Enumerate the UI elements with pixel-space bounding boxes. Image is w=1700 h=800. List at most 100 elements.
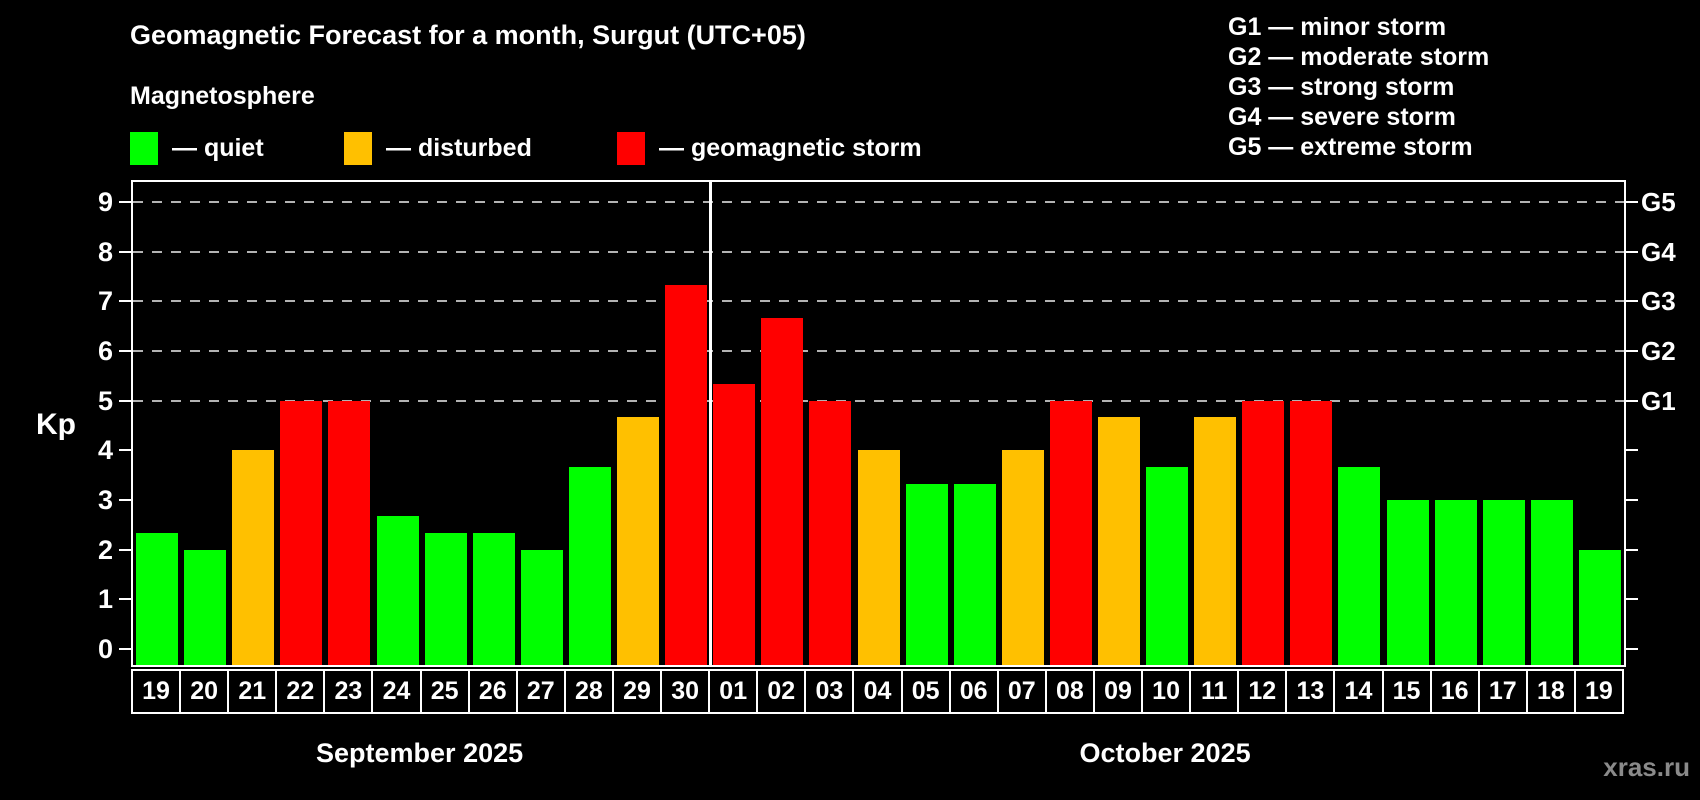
kp-bar-day-02 [761, 317, 804, 665]
legend-label-disturbed: — disturbed [386, 134, 532, 162]
right-axis-tick-5 [1626, 399, 1638, 402]
kp-bar-day-22 [280, 400, 323, 665]
left-axis-tick-7 [119, 300, 131, 303]
right-axis-tick-4 [1626, 449, 1638, 452]
date-cell-13: 13 [1285, 669, 1336, 714]
gridline-kp6 [133, 349, 1624, 352]
g5-legend-line: G5 — extreme storm [1228, 133, 1473, 161]
y-tick-label-0: 0 [97, 634, 113, 664]
date-cell-10: 10 [1141, 669, 1192, 714]
g-label-G4: G4 [1641, 236, 1676, 267]
y-tick-label-6: 6 [97, 335, 113, 366]
g-label-G1: G1 [1641, 385, 1676, 416]
g3-legend-line: G3 — strong storm [1228, 73, 1455, 101]
month-separator-line [708, 182, 712, 665]
date-cell-05: 05 [900, 669, 951, 714]
kp-bar-day-27 [520, 549, 563, 665]
kp-bar-day-04 [857, 450, 900, 665]
kp-bar-day-07 [1001, 450, 1044, 665]
date-cell-12: 12 [1237, 669, 1288, 714]
date-cell-01: 01 [708, 669, 759, 714]
gridline-kp7 [133, 300, 1624, 303]
date-cell-30: 30 [660, 669, 711, 714]
date-cell-15: 15 [1381, 669, 1432, 714]
right-axis-tick-3 [1626, 498, 1638, 501]
legend-label-quiet: — quiet [172, 134, 264, 162]
date-cell-29: 29 [611, 669, 663, 714]
g-label-G3: G3 [1641, 286, 1676, 317]
date-cell-22: 22 [275, 669, 326, 714]
kp-bar-day-08 [1049, 400, 1092, 665]
left-axis-tick-2 [119, 548, 131, 551]
right-axis-tick-8 [1626, 250, 1638, 253]
gridline-kp8 [133, 250, 1624, 253]
g2-legend-line: G2 — moderate storm [1228, 43, 1490, 71]
legend-item-quiet: — quiet [130, 132, 264, 165]
date-axis-row: 19 20 21 22 23 24 25 26 27 28 29 30 01 02 03 04 05 06 07 08… [131, 669, 1626, 714]
kp-bar-day-20 [184, 549, 227, 665]
kp-bar-chart-plot-area [131, 180, 1626, 667]
kp-bar-day-16 [1434, 500, 1477, 665]
g1-legend-line: G1 — minor storm [1228, 13, 1447, 41]
date-cell-28: 28 [563, 669, 614, 714]
date-cell-18: 18 [1525, 669, 1576, 714]
date-cell-16: 16 [1429, 669, 1480, 714]
left-axis-tick-1 [119, 598, 131, 601]
left-axis-tick-4 [119, 449, 131, 452]
date-cell-07: 07 [996, 669, 1047, 714]
date-cell-19: 19 [131, 669, 182, 714]
kp-bar-day-25 [424, 533, 467, 665]
date-cell-06: 06 [948, 669, 999, 714]
right-axis-tick-6 [1626, 349, 1638, 352]
disturbed-color-swatch [344, 132, 372, 165]
kp-bar-day-18 [1530, 500, 1573, 665]
right-axis-tick-7 [1626, 300, 1638, 303]
kp-bar-day-13 [1290, 400, 1333, 665]
right-axis-tick-0 [1626, 648, 1638, 650]
date-cell-26: 26 [467, 669, 518, 714]
kp-bar-day-01 [713, 384, 756, 665]
g-label-G2: G2 [1641, 335, 1676, 366]
month-label-october: October 2025 [1079, 738, 1251, 768]
xras-watermark: xras.ru [1603, 752, 1690, 782]
right-axis-tick-2 [1626, 548, 1638, 551]
date-cell-23: 23 [323, 669, 374, 714]
kp-bar-day-28 [568, 466, 611, 665]
kp-bar-day-09 [1097, 417, 1140, 665]
storm-color-swatch [617, 132, 645, 165]
g4-legend-line: G4 — severe storm [1228, 103, 1456, 131]
kp-bar-day-03 [809, 400, 852, 665]
date-cell-27: 27 [515, 669, 566, 714]
date-cell-24: 24 [371, 669, 422, 714]
kp-bar-day-21 [232, 450, 275, 665]
date-cell-09: 09 [1092, 669, 1144, 714]
date-cell-17: 17 [1477, 669, 1528, 714]
left-axis-tick-6 [119, 349, 131, 352]
date-cell-21: 21 [227, 669, 278, 714]
y-axis-label: Kp [36, 408, 76, 441]
left-axis-tick-8 [119, 250, 131, 253]
y-tick-label-7: 7 [97, 286, 113, 317]
gridline-kp5 [133, 399, 1624, 402]
y-tick-label-1: 1 [97, 584, 113, 615]
y-tick-label-2: 2 [97, 534, 113, 565]
kp-bar-day-29 [617, 417, 660, 665]
g-label-G5: G5 [1641, 186, 1676, 217]
y-tick-label-5: 5 [97, 385, 113, 416]
month-label-september: September 2025 [316, 738, 524, 768]
date-cell-08: 08 [1044, 669, 1095, 714]
kp-bar-day-19 [1578, 549, 1621, 665]
y-tick-label-4: 4 [97, 435, 113, 466]
date-cell-19: 19 [1573, 669, 1624, 714]
kp-bar-day-14 [1338, 466, 1381, 665]
g-scale-legend: G1 — minor storm G2 — moderate storm G3 … [1228, 12, 1489, 162]
left-axis-tick-5 [119, 399, 131, 402]
chart-subtitle: Magnetosphere [130, 82, 315, 110]
date-cell-20: 20 [179, 669, 230, 714]
y-tick-label-9: 9 [97, 186, 113, 217]
kp-bar-day-26 [472, 533, 515, 665]
legend-item-disturbed: — disturbed [344, 132, 532, 165]
date-cell-04: 04 [852, 669, 903, 714]
date-cell-02: 02 [756, 669, 807, 714]
y-tick-label-8: 8 [97, 236, 113, 267]
